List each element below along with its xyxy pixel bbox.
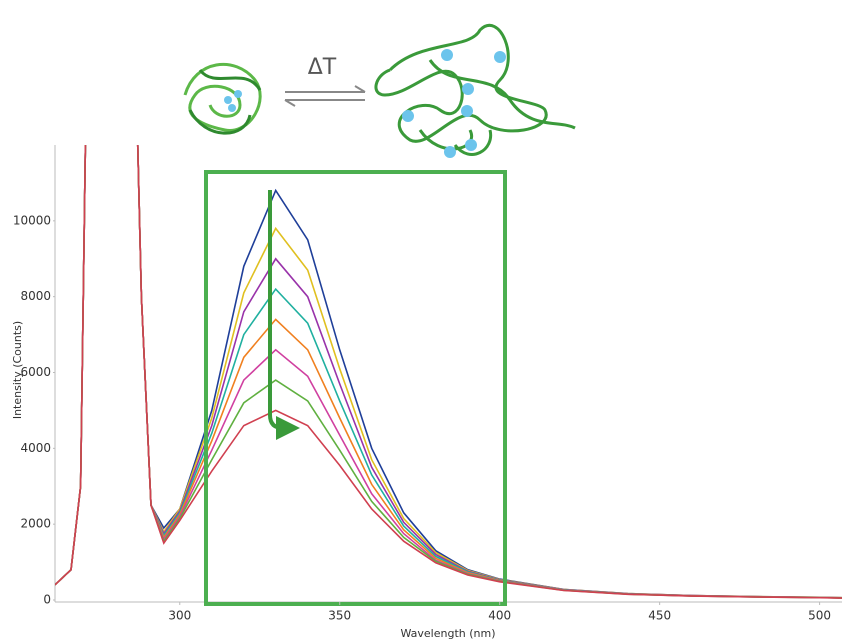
folded-protein [183,63,262,135]
x-tick-label: 500 [808,609,831,623]
spectrum-line [55,145,842,599]
equilibrium-arrows [284,85,366,107]
highlight-box [204,170,507,606]
y-tick-label: 0 [43,593,51,607]
y-axis-label: Intensity (Counts) [11,321,24,419]
y-tick-label: 8000 [20,289,51,303]
spectrum-line [55,145,842,599]
unfolded-protein [374,23,576,158]
trend-arrow [268,190,300,440]
y-tick-label: 4000 [20,441,51,455]
spectrum-line [55,145,842,599]
spectrum-line [55,145,842,599]
x-tick-label: 300 [168,609,191,623]
x-tick-label: 350 [328,609,351,623]
x-tick-label: 450 [648,609,671,623]
y-tick-label: 6000 [20,365,51,379]
x-tick-label: 400 [488,609,511,623]
y-tick-label: 10000 [13,213,51,227]
spectrum-line [55,145,842,599]
x-axis-label: Wavelength (nm) [400,627,495,640]
spectrum-line [55,145,842,599]
y-tick-label: 2000 [20,517,51,531]
spectrum-line [55,145,842,599]
spectrum-line [55,145,842,599]
plot-area [55,145,842,599]
annotation: ΔT [308,55,337,80]
